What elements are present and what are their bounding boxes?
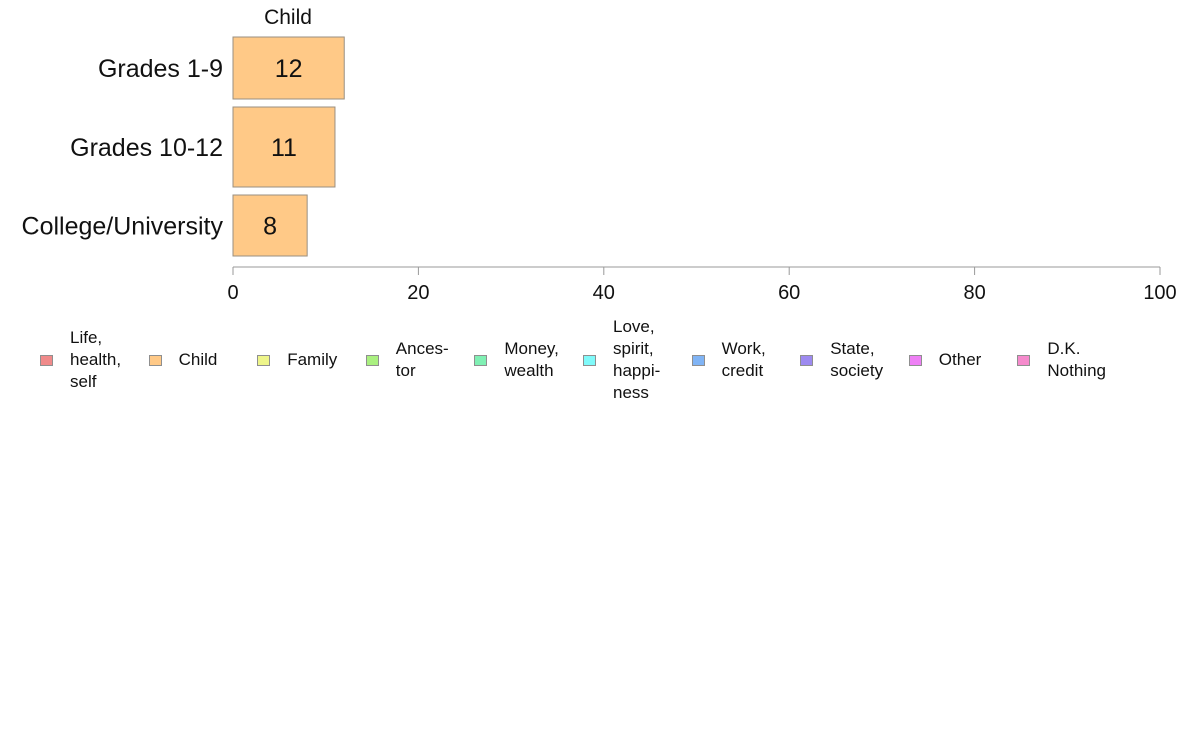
- legend-label: Work, credit: [721, 339, 766, 380]
- legend-item: D.K. Nothing: [1017, 310, 1106, 410]
- x-tick-label: 20: [407, 282, 429, 304]
- legend-item: Love, spirit, happi- ness: [583, 310, 660, 410]
- legend: Life, health, self Child Family Ances- tor M…: [0, 310, 1188, 410]
- legend-label: Ances- tor: [395, 339, 449, 380]
- legend-item: Work, credit: [691, 310, 766, 410]
- legend-swatch: [365, 354, 379, 366]
- category-label: College/University: [22, 213, 224, 241]
- legend-swatch: [148, 354, 162, 366]
- bar-value-label: 8: [263, 213, 277, 241]
- legend-swatch: [908, 354, 922, 366]
- legend-swatch: [583, 354, 596, 366]
- legend-label: State, society: [830, 339, 884, 380]
- category-label: Grades 1-9: [98, 55, 223, 83]
- bar-chart: Child 12 11 8 Grades 1-9 Grades 10-12 Colleg…: [22, 6, 1177, 304]
- category-labels: Grades 1-9 Grades 10-12 College/University: [22, 55, 224, 241]
- legend-swatch: [257, 354, 271, 366]
- legend-swatch: [800, 354, 814, 366]
- legend-swatch: [691, 354, 705, 366]
- x-tick-label: 100: [1143, 282, 1176, 304]
- x-tick-label: 0: [227, 282, 238, 304]
- legend-item: Life, health, self: [40, 310, 121, 410]
- legend-label: Family: [287, 350, 338, 369]
- legend-item: Ances- tor: [365, 310, 449, 410]
- legend-label: D.K. Nothing: [1047, 339, 1106, 380]
- bar-value-label: 12: [275, 55, 303, 83]
- legend-label: Other: [938, 350, 982, 369]
- legend-item: Money, wealth: [474, 310, 559, 410]
- category-label: Grades 10-12: [70, 134, 223, 162]
- x-axis-ticks: 0 20 40 60 80 100: [227, 267, 1177, 304]
- bar: [232, 194, 308, 257]
- bar: [232, 36, 345, 100]
- legend-swatch: [1017, 354, 1031, 366]
- legend-item: Child: [148, 310, 218, 410]
- legend-item: State, society: [800, 310, 883, 410]
- legend-label: Love, spirit, happi- ness: [613, 317, 661, 402]
- legend-label: Life, health, self: [70, 328, 122, 391]
- legend-item: Family: [257, 310, 337, 410]
- legend-label: Child: [178, 350, 218, 369]
- bars-group: 12 11 8: [232, 36, 345, 257]
- legend-label: Money, wealth: [504, 339, 559, 380]
- legend-item: Other: [908, 310, 982, 410]
- legend-swatch: [40, 354, 53, 366]
- x-tick-label: 80: [963, 282, 985, 304]
- legend-swatch: [474, 354, 488, 366]
- bar-value-label: 11: [271, 134, 297, 162]
- bar: [232, 106, 336, 188]
- x-tick-label: 60: [778, 282, 800, 304]
- chart-title: Child: [264, 6, 312, 29]
- x-tick-label: 40: [593, 282, 615, 304]
